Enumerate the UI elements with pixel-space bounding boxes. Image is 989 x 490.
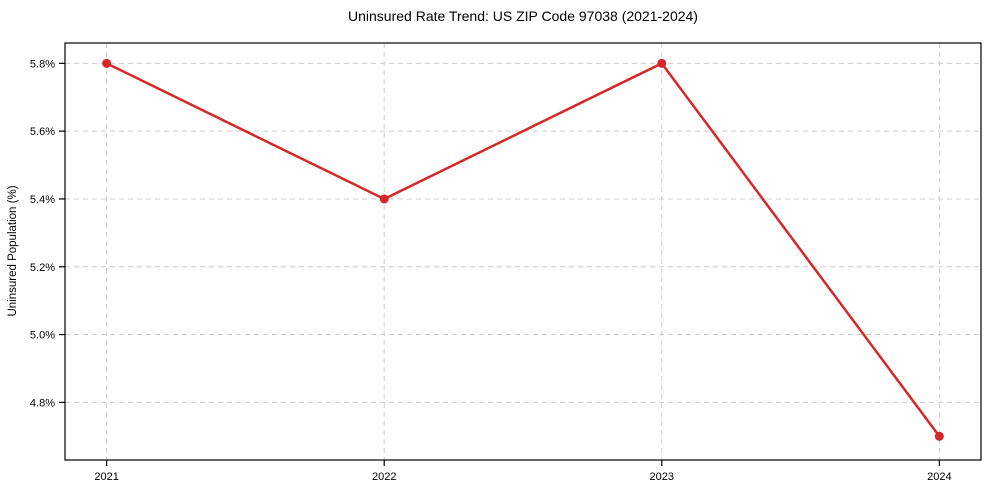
data-point-marker: [934, 431, 944, 441]
x-tick-label: 2022: [372, 471, 396, 483]
x-tick-label: 2024: [927, 471, 951, 483]
y-tick-label: 5.2%: [30, 262, 55, 274]
data-point-marker: [379, 194, 389, 204]
x-tick-label: 2023: [650, 471, 674, 483]
trend-line: [105, 62, 941, 438]
y-tick-label: 5.0%: [30, 330, 55, 342]
data-point-marker: [102, 58, 112, 68]
y-tick-label: 5.8%: [30, 58, 55, 70]
x-tick-label: 2021: [94, 471, 118, 483]
plot-border: [64, 42, 982, 461]
y-tick-label: 5.6%: [30, 126, 55, 138]
chart-title: Uninsured Rate Trend: US ZIP Code 97038 …: [348, 8, 698, 24]
data-point-marker: [657, 58, 667, 68]
y-tick-label: 5.4%: [30, 194, 55, 206]
y-tick-label: 4.8%: [30, 397, 55, 409]
